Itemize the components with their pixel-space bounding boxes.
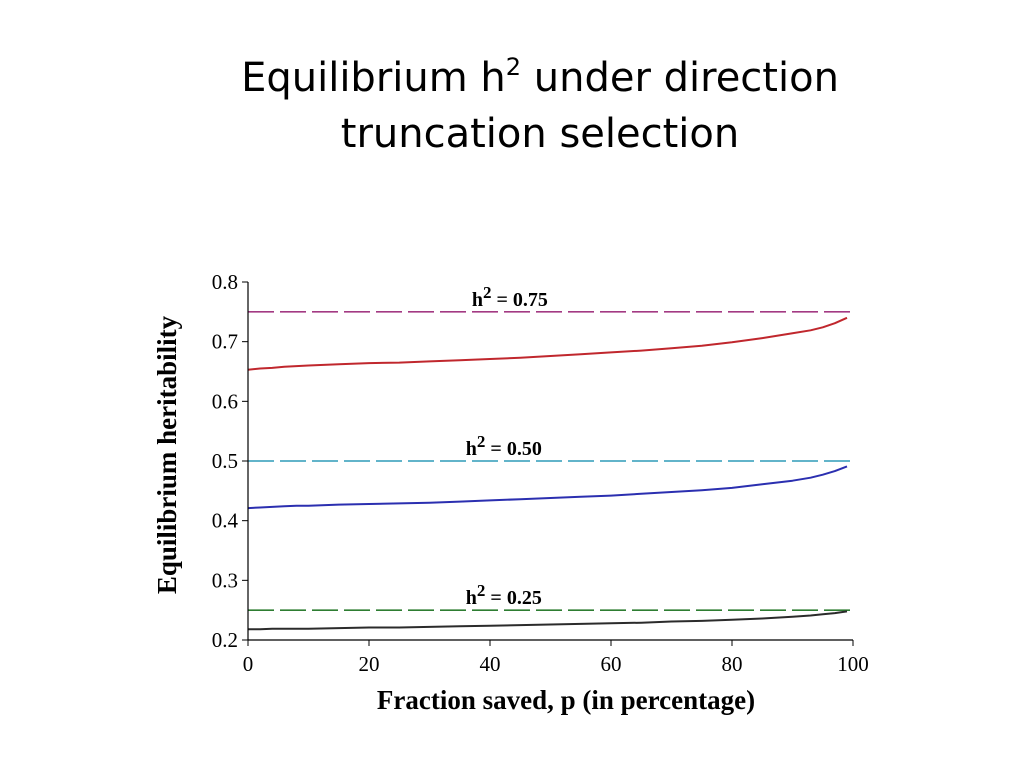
slide-title-line2: truncation selection [340, 111, 740, 157]
y-tick-label: 0.5 [212, 449, 238, 473]
x-tick-label: 0 [243, 652, 254, 676]
x-tick-label: 40 [480, 652, 501, 676]
y-tick-label: 0.3 [212, 568, 238, 592]
y-tick-label: 0.2 [212, 628, 238, 652]
reference-lines: h2 = 0.75 h2 = 0.50 h2 = 0.25 [248, 283, 853, 611]
y-tick-label: 0.6 [212, 389, 238, 413]
reference-line-label: h2 = 0.25 [466, 581, 542, 609]
x-tick-label: 20 [359, 652, 380, 676]
reference-line-label: h2 = 0.75 [472, 283, 548, 311]
series-lines [247, 316, 848, 631]
series-line [248, 610, 848, 631]
x-tick-label: 100 [837, 652, 869, 676]
x-axis-title: Fraction saved, p (in percentage) [377, 685, 755, 715]
series-line [247, 465, 848, 510]
y-tick-label: 0.7 [212, 330, 238, 354]
y-tick-label: 0.4 [212, 509, 239, 533]
y-tick-label: 0.8 [212, 270, 238, 294]
series-line [247, 316, 848, 371]
x-tick-label: 80 [722, 652, 743, 676]
y-axis-title: Equilibrium heritability [152, 315, 182, 594]
x-tick-label: 60 [601, 652, 622, 676]
slide-title-line1: Equilibrium h2 under direction [241, 53, 839, 101]
reference-line-label: h2 = 0.50 [466, 432, 542, 460]
slide-title: Equilibrium h2 under direction truncatio… [0, 50, 1024, 162]
ticks: 0 20 40 60 80 100 0.2 0.3 0.4 0.5 0.6 0.7 0.8 [212, 270, 869, 676]
